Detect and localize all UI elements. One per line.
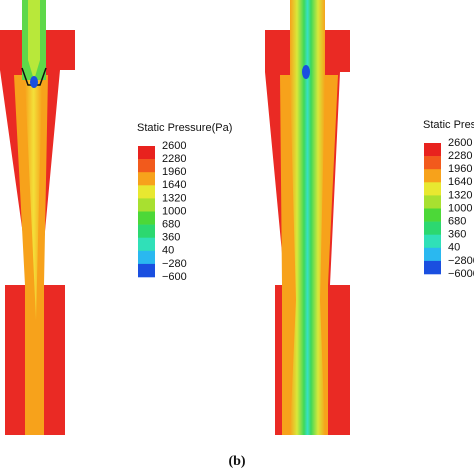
legend-label: 1640 (448, 176, 472, 188)
legend-label: 2600 (448, 137, 472, 149)
caption: (b) (228, 454, 245, 469)
swatch (138, 146, 155, 160)
legend-label: 2280 (448, 150, 472, 162)
legend-label: −2800 (448, 255, 474, 267)
legend: Static Pressure(Pa) 260022801960164013201… (137, 122, 232, 283)
legend-title: Static Pressure(Pa) (137, 122, 232, 134)
cyclone-a (0, 0, 75, 435)
swatch (424, 260, 441, 275)
legend-label: 40 (162, 245, 174, 257)
swatch (424, 169, 441, 183)
cyclone-b (265, 0, 350, 435)
swatch (424, 221, 441, 235)
legend-label: 1000 (448, 202, 472, 214)
legend-label: 680 (162, 219, 180, 231)
legend-label: 1320 (162, 192, 186, 204)
swatch (424, 208, 441, 222)
swatch (138, 263, 155, 278)
swatch (424, 182, 441, 196)
swatch (424, 195, 441, 209)
legend-label: 360 (162, 232, 180, 244)
legend-title: Static Pressu (423, 119, 474, 131)
legend-label: 1640 (162, 179, 186, 191)
legend-label: 1000 (162, 205, 186, 217)
legend-label: −6000 (448, 268, 474, 280)
swatch (138, 185, 155, 199)
swatch (138, 250, 155, 265)
legend-label: −600 (162, 271, 187, 283)
swatch (424, 143, 441, 157)
legend-label: 1320 (448, 189, 472, 201)
legend-label: 2600 (162, 140, 186, 152)
legend-label: 2280 (162, 153, 186, 165)
legend-label: 40 (448, 242, 460, 254)
legend-label: 680 (448, 216, 466, 228)
swatch (424, 234, 441, 249)
legend-label: 360 (448, 229, 466, 241)
swatch (138, 198, 155, 212)
swatch (424, 156, 441, 170)
legend-label: −280 (162, 258, 187, 270)
swatch (138, 159, 155, 173)
swatch (138, 224, 155, 238)
swatch (424, 247, 441, 262)
legend-label: 1960 (162, 166, 186, 178)
swatch (138, 172, 155, 186)
swatch (138, 237, 155, 252)
swatch (138, 211, 155, 225)
legend-label: 1960 (448, 163, 472, 175)
